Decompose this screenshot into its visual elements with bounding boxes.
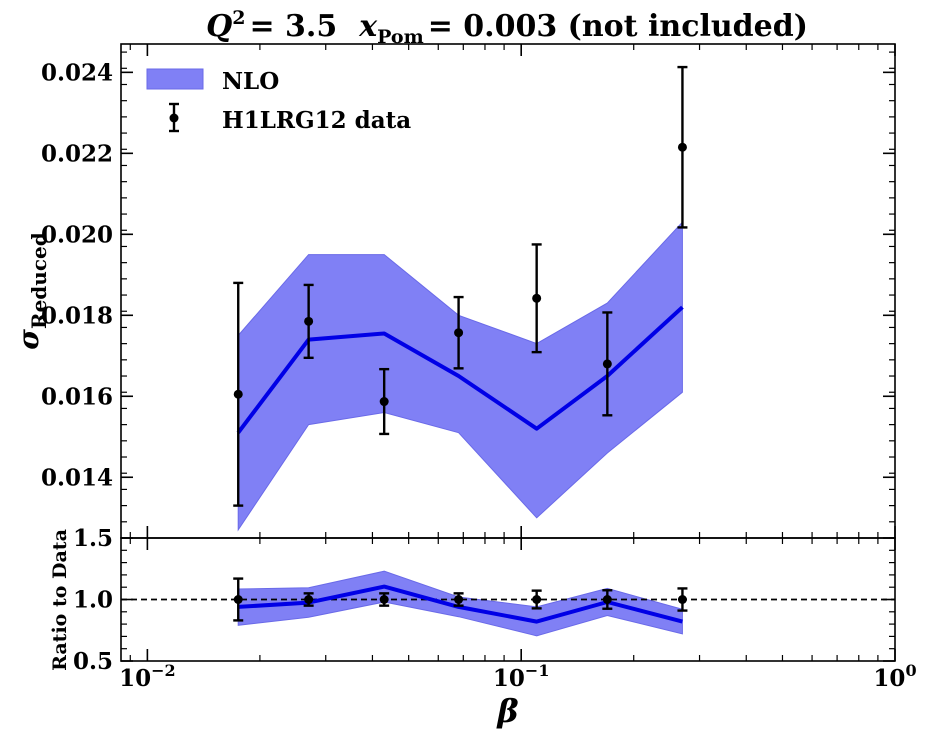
ratio-panel: 0.5 1.0 1.5 Ratio to Data — [49, 525, 896, 675]
ratio-data-point — [602, 595, 612, 604]
ratio-y-tick-label: 1.0 — [73, 587, 113, 614]
ratio-axes-frame — [120, 537, 896, 662]
ratio-data-point — [532, 595, 542, 604]
data-point — [602, 359, 612, 369]
ratio-x-axis-ticks — [129, 538, 896, 661]
x-tick-label: 10−1 — [493, 661, 550, 692]
ratio-data-point — [304, 595, 314, 604]
legend-data-label: H1LRG12 data — [222, 107, 411, 134]
ratio-data-points — [233, 577, 688, 622]
ratio-data-point — [379, 595, 389, 604]
chart-title: Q2 = 3.5 xPom = 0.003 (not included) — [206, 7, 808, 48]
y-tick-label: 0.020 — [41, 221, 113, 248]
x-tick-exponent: −1 — [525, 661, 550, 680]
ratio-y-tick-label: 0.5 — [73, 648, 113, 675]
main-y-axis-ticks: 0.014 0.016 0.018 0.020 0.022 0.024 — [41, 51, 895, 539]
ratio-data-point — [233, 595, 243, 604]
legend-nlo-swatch — [146, 68, 204, 90]
x-tick-exponent: 0 — [905, 661, 916, 680]
ratio-data-point — [677, 595, 687, 604]
ratio-y-tick-label: 1.5 — [73, 525, 113, 552]
x-axis-tick-labels: 10−2 10−1 100 — [119, 661, 916, 692]
legend-data-marker — [169, 113, 179, 123]
data-point — [454, 328, 464, 338]
data-point — [304, 316, 314, 326]
ratio-data-point — [454, 595, 464, 604]
data-point — [233, 389, 243, 399]
x-tick-exponent: −2 — [151, 661, 176, 680]
title-x-value: = 0.003 (not included) — [428, 9, 808, 44]
x-tick-label: 10−2 — [119, 661, 176, 692]
title-q-symbol: Q — [206, 9, 232, 44]
y-label-sigma: σ — [12, 329, 45, 350]
y-label-subscript: Reduced — [27, 232, 51, 329]
title-x-subscript: Pom — [377, 26, 424, 48]
x-tick-base: 10 — [873, 665, 905, 692]
x-axis-label: β — [496, 692, 518, 730]
legend: NLO H1LRG12 data — [146, 68, 411, 134]
data-points — [233, 65, 688, 507]
ratio-y-axis-label: Ratio to Data — [49, 529, 71, 671]
title-x-symbol: x — [358, 9, 378, 44]
title-q-exponent: 2 — [232, 7, 245, 29]
y-tick-label: 0.022 — [41, 140, 113, 167]
data-point — [379, 397, 389, 407]
y-axis-label: σReduced — [12, 232, 51, 349]
x-tick-label: 100 — [873, 661, 916, 692]
x-tick-base: 10 — [493, 665, 525, 692]
x-tick-base: 10 — [119, 665, 151, 692]
y-tick-label: 0.014 — [41, 464, 113, 491]
ratio-y-axis-ticks: 0.5 1.0 1.5 — [73, 525, 895, 675]
y-tick-label: 0.024 — [41, 59, 113, 86]
data-point — [532, 293, 542, 303]
title-q-value: = 3.5 — [249, 9, 337, 44]
main-x-axis-ticks — [129, 44, 896, 538]
data-point — [677, 142, 687, 152]
y-tick-label: 0.018 — [41, 302, 113, 329]
y-tick-label: 0.016 — [41, 383, 113, 410]
legend-nlo-label: NLO — [222, 68, 279, 95]
